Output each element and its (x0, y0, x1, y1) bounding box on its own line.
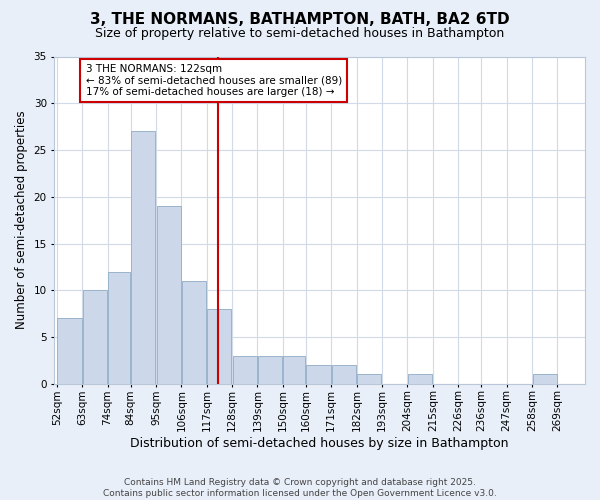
Bar (533, 374, 557, 384)
Bar (357, 374, 382, 384)
Bar (307, 365, 331, 384)
X-axis label: Distribution of semi-detached houses by size in Bathampton: Distribution of semi-detached houses by … (130, 437, 509, 450)
Bar (207, 309, 232, 384)
Bar (233, 356, 257, 384)
Text: Size of property relative to semi-detached houses in Bathampton: Size of property relative to semi-detach… (95, 28, 505, 40)
Bar (131, 132, 155, 384)
Bar (332, 365, 356, 384)
Y-axis label: Number of semi-detached properties: Number of semi-detached properties (15, 111, 28, 330)
Text: Contains HM Land Registry data © Crown copyright and database right 2025.
Contai: Contains HM Land Registry data © Crown c… (103, 478, 497, 498)
Bar (283, 356, 305, 384)
Bar (157, 206, 181, 384)
Text: 3, THE NORMANS, BATHAMPTON, BATH, BA2 6TD: 3, THE NORMANS, BATHAMPTON, BATH, BA2 6T… (90, 12, 510, 28)
Bar (108, 272, 130, 384)
Bar (182, 281, 206, 384)
Bar (408, 374, 432, 384)
Text: 3 THE NORMANS: 122sqm
← 83% of semi-detached houses are smaller (89)
17% of semi: 3 THE NORMANS: 122sqm ← 83% of semi-deta… (86, 64, 342, 97)
Bar (83, 290, 107, 384)
Bar (258, 356, 282, 384)
Bar (58, 318, 82, 384)
